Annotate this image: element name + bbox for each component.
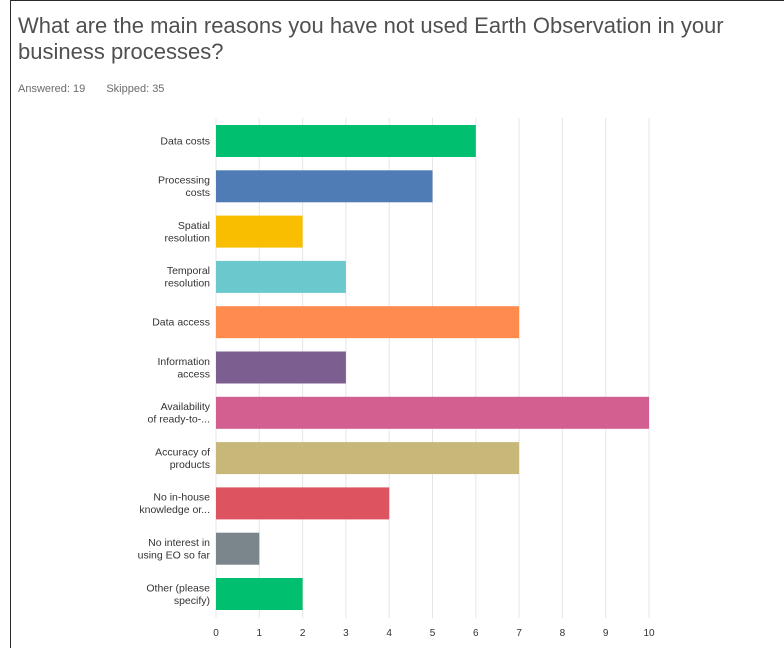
x-tick-label: 5	[430, 628, 436, 639]
bar	[216, 306, 520, 339]
response-stats: Answered: 19 Skipped: 35	[18, 83, 182, 95]
bars	[216, 125, 649, 610]
bar	[216, 532, 260, 565]
x-tick-label: 1	[257, 628, 263, 639]
category-label-line: No interest in	[148, 537, 210, 549]
category-label-line: of ready-to-...	[148, 414, 210, 426]
category-label-line: No in-house	[153, 492, 210, 504]
category-label-line: Other (please	[146, 582, 210, 594]
category-label-line: access	[177, 368, 210, 380]
x-tick-label: 6	[473, 628, 479, 639]
x-tick-labels: 0 1 2 3 4 5 6 7 8 9 10	[213, 628, 655, 639]
category-label-line: resolution	[164, 278, 210, 290]
bar	[216, 170, 433, 203]
category-label-line: products	[170, 459, 210, 471]
category-label-line: Spatial	[178, 220, 210, 232]
category-label: Data costs	[160, 136, 210, 148]
category-label-line: Accuracy of	[155, 446, 210, 458]
category-label: No interest in using EO so far	[138, 537, 211, 562]
category-label-line: Data costs	[160, 136, 210, 148]
category-label: Processing costs	[158, 175, 210, 200]
bar	[216, 442, 520, 475]
category-label: Temporal resolution	[164, 265, 210, 290]
category-label-line: costs	[185, 187, 210, 199]
x-tick-label: 9	[603, 628, 609, 639]
category-label-line: Temporal	[167, 265, 210, 277]
bar	[216, 125, 476, 157]
category-label: Other (please specify)	[146, 582, 210, 607]
category-label-line: using EO so far	[138, 549, 211, 561]
bar	[216, 578, 303, 610]
x-tick-label: 4	[386, 628, 392, 639]
x-tick-label: 0	[213, 628, 219, 639]
category-label: Information access	[157, 356, 210, 381]
x-tick-label: 3	[343, 628, 349, 639]
category-label: Data access	[152, 317, 210, 329]
category-label-line: Processing	[158, 175, 210, 187]
bar	[216, 487, 390, 520]
category-label: Availability of ready-to-...	[148, 401, 211, 426]
category-label: Spatial resolution	[164, 220, 210, 245]
x-tick-label: 7	[516, 628, 522, 639]
category-label: No in-house knowledge or...	[139, 492, 210, 517]
x-tick-label: 10	[643, 628, 655, 639]
bar	[216, 215, 303, 248]
bar	[216, 351, 346, 384]
x-tick-label: 2	[300, 628, 306, 639]
bar	[216, 396, 649, 429]
question-title: What are the main reasons you have not u…	[18, 13, 724, 64]
bar	[216, 260, 346, 293]
x-tick-label: 8	[560, 628, 566, 639]
category-label-line: knowledge or...	[139, 504, 210, 516]
category-label-line: resolution	[164, 232, 210, 244]
category-label: Accuracy of products	[155, 446, 210, 471]
category-label-line: Data access	[152, 317, 210, 329]
category-label-line: specify)	[174, 595, 210, 607]
answered-count: Answered: 19	[18, 83, 86, 95]
chart-frame	[10, 0, 784, 648]
category-label-line: Availability	[161, 401, 211, 413]
category-label-line: Information	[157, 356, 210, 368]
skipped-count: Skipped: 35	[106, 83, 165, 95]
